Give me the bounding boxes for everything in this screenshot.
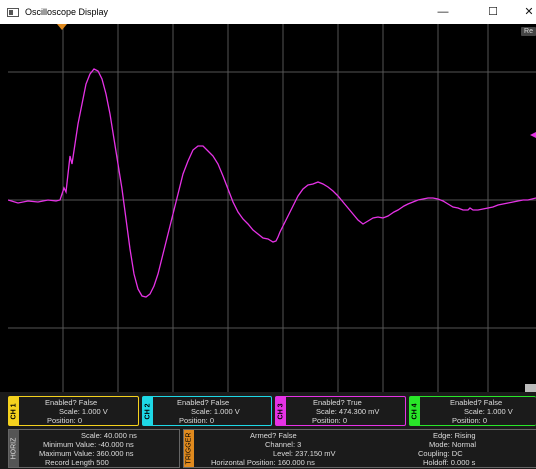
ch1-enabled: Enabled? False xyxy=(45,398,98,407)
minimize-button[interactable]: — xyxy=(437,6,449,18)
close-button[interactable]: ✕ xyxy=(524,6,534,18)
trigger-level-marker[interactable] xyxy=(530,132,536,138)
ch2-scale: Scale: 1.000 V xyxy=(191,407,240,416)
ch2-tab[interactable]: CH 2 xyxy=(143,397,153,425)
ch4-tab[interactable]: CH 4 xyxy=(410,397,420,425)
ch4-panel[interactable]: CH 4 Enabled? False Scale: 1.000 V Posit… xyxy=(409,396,536,426)
horiz-scale: Scale: 40.000 ns xyxy=(81,431,137,440)
window-title: Oscilloscope Display xyxy=(25,7,109,17)
horiz-max: Maximum Value: 360.000 ns xyxy=(39,449,134,458)
trigger-holdoff: Holdoff: 0.000 s xyxy=(423,458,476,467)
grid-lines xyxy=(8,24,536,392)
scope-grid xyxy=(8,24,536,392)
horiz-tab[interactable]: HORIZ xyxy=(9,430,19,467)
ch3-panel[interactable]: CH 3 Enabled? True Scale: 474.300 mV Pos… xyxy=(275,396,406,426)
scrollbar-thumb[interactable] xyxy=(525,384,536,392)
horiz-min: Minimum Value: -40.000 ns xyxy=(43,440,134,449)
ch4-position: Position: 0 xyxy=(452,416,488,425)
maximize-button[interactable]: ☐ xyxy=(488,6,498,18)
trigger-coupling: Coupling: DC xyxy=(418,449,463,458)
screen-left-margin xyxy=(0,24,8,392)
trigger-position-marker[interactable] xyxy=(57,24,67,30)
horiz-panel[interactable]: HORIZ Scale: 40.000 ns Minimum Value: -4… xyxy=(8,429,180,468)
scope-screen[interactable] xyxy=(8,24,536,392)
trigger-level: Level: 237.150 mV xyxy=(273,449,336,458)
trigger-horizontal-position: Horizontal Position: 160.000 ns xyxy=(211,458,315,467)
ch3-scale: Scale: 474.300 mV xyxy=(316,407,380,416)
trigger-edge: Edge: Rising xyxy=(433,431,476,440)
trigger-armed: Armed? False xyxy=(250,431,297,440)
ch1-tab[interactable]: CH 1 xyxy=(9,397,19,425)
ch3-position: Position: 0 xyxy=(312,416,348,425)
settings-row: HORIZ Scale: 40.000 ns Minimum Value: -4… xyxy=(0,429,536,469)
channel-row: CH 1 Enabled? False Scale: 1.000 V Posit… xyxy=(0,395,536,428)
title-bar: Oscilloscope Display — ☐ ✕ xyxy=(0,0,536,24)
trigger-panel[interactable]: TRIGGER Armed? False Channel: 3 Level: 2… xyxy=(183,429,536,468)
ch1-position: Position: 0 xyxy=(47,416,83,425)
trigger-mode: Mode: Normal xyxy=(429,440,477,449)
horiz-record-length: Record Length 500 xyxy=(45,458,109,467)
ch4-enabled: Enabled? False xyxy=(450,398,503,407)
trigger-channel: Channel: 3 xyxy=(265,440,302,449)
app-icon xyxy=(7,7,19,17)
ch3-enabled: Enabled? True xyxy=(313,398,362,407)
trigger-tab[interactable]: TRIGGER xyxy=(184,430,194,467)
ch2-enabled: Enabled? False xyxy=(177,398,230,407)
ch1-panel[interactable]: CH 1 Enabled? False Scale: 1.000 V Posit… xyxy=(8,396,139,426)
ch1-scale: Scale: 1.000 V xyxy=(59,407,108,416)
reset-button[interactable]: Re xyxy=(521,27,536,36)
ch2-panel[interactable]: CH 2 Enabled? False Scale: 1.000 V Posit… xyxy=(142,396,272,426)
ch3-tab[interactable]: CH 3 xyxy=(276,397,286,425)
ch3-waveform xyxy=(8,68,536,298)
ch2-position: Position: 0 xyxy=(179,416,215,425)
ch4-scale: Scale: 1.000 V xyxy=(464,407,513,416)
